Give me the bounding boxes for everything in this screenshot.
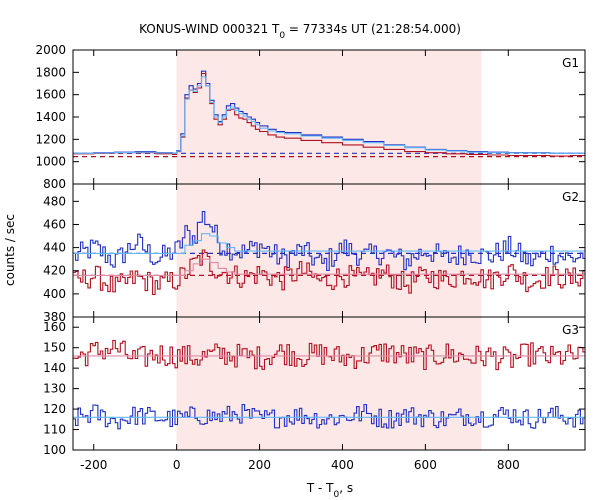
y-tick-label: 1400 xyxy=(35,110,66,124)
x-tick-label: 800 xyxy=(497,458,520,472)
y-tick-label: 420 xyxy=(43,264,66,278)
x-tick-label: 600 xyxy=(414,458,437,472)
panel-label: G3 xyxy=(562,323,579,337)
y-tick-label: 110 xyxy=(43,423,66,437)
y-tick-label: 140 xyxy=(43,361,66,375)
panel-label: G1 xyxy=(562,56,579,70)
y-tick-label: 1600 xyxy=(35,88,66,102)
y-tick-label: 380 xyxy=(43,310,66,324)
y-tick-label: 480 xyxy=(43,194,66,208)
y-tick-label: 160 xyxy=(43,320,66,334)
series-line-blue xyxy=(73,210,585,271)
y-tick-label: 150 xyxy=(43,341,66,355)
chart-title: KONUS-WIND 000321 T0 = 77334s UT (21:28:… xyxy=(139,22,461,41)
y-tick-label: 460 xyxy=(43,217,66,231)
series-line-pink xyxy=(73,258,585,276)
y-tick-label: 130 xyxy=(43,382,66,396)
series-line-dark_red xyxy=(73,249,585,296)
highlight-interval xyxy=(176,50,482,184)
highlight-interval xyxy=(176,317,482,450)
y-tick-label: 440 xyxy=(43,241,66,255)
series-line-light_blue xyxy=(73,233,585,254)
y-axis-label: counts / sec xyxy=(3,214,17,286)
x-tick-label: 400 xyxy=(331,458,354,472)
x-axis-label: T - T0, s xyxy=(306,481,353,500)
y-tick-label: 800 xyxy=(43,177,66,191)
y-tick-label: 100 xyxy=(43,443,66,457)
series-line-light_blue xyxy=(73,76,585,154)
panel-label: G2 xyxy=(562,190,579,204)
x-tick-label: -200 xyxy=(80,458,107,472)
panel-frame xyxy=(72,316,586,451)
y-tick-label: 1000 xyxy=(35,155,66,169)
y-tick-label: 1200 xyxy=(35,132,66,146)
x-tick-label: 0 xyxy=(173,458,181,472)
panels-group: 800100012001400160018002000G138040042044… xyxy=(35,43,586,472)
series-line-blue xyxy=(73,403,585,430)
y-tick-label: 1800 xyxy=(35,65,66,79)
x-tick-label: 200 xyxy=(248,458,271,472)
y-tick-label: 2000 xyxy=(35,43,66,57)
y-tick-label: 400 xyxy=(43,287,66,301)
y-tick-label: 120 xyxy=(43,402,66,416)
